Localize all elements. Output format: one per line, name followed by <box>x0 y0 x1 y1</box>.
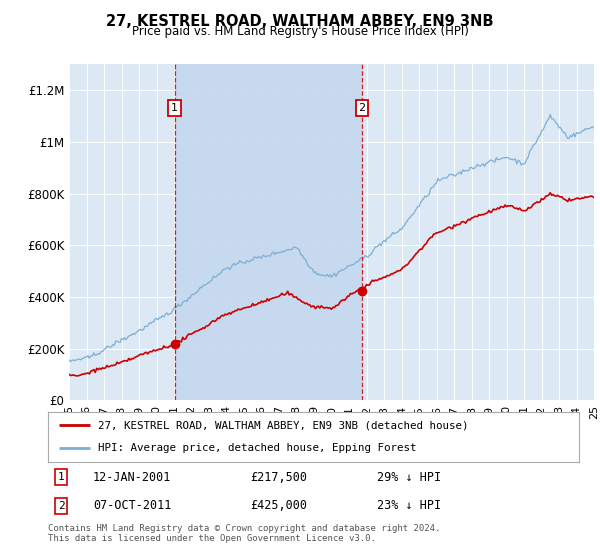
Text: 12-JAN-2001: 12-JAN-2001 <box>93 470 172 483</box>
Text: 29% ↓ HPI: 29% ↓ HPI <box>377 470 442 483</box>
Text: 1: 1 <box>58 472 65 482</box>
Text: 27, KESTREL ROAD, WALTHAM ABBEY, EN9 3NB: 27, KESTREL ROAD, WALTHAM ABBEY, EN9 3NB <box>106 14 494 29</box>
Text: 1: 1 <box>171 103 178 113</box>
Text: 07-OCT-2011: 07-OCT-2011 <box>93 500 172 512</box>
Text: £425,000: £425,000 <box>250 500 307 512</box>
Text: 2: 2 <box>359 103 365 113</box>
Text: 23% ↓ HPI: 23% ↓ HPI <box>377 500 442 512</box>
Bar <box>175 64 362 400</box>
Text: Contains HM Land Registry data © Crown copyright and database right 2024.
This d: Contains HM Land Registry data © Crown c… <box>48 524 440 543</box>
Text: HPI: Average price, detached house, Epping Forest: HPI: Average price, detached house, Eppi… <box>98 444 417 454</box>
Text: 2: 2 <box>58 501 65 511</box>
Text: Price paid vs. HM Land Registry's House Price Index (HPI): Price paid vs. HM Land Registry's House … <box>131 25 469 38</box>
Text: 27, KESTREL ROAD, WALTHAM ABBEY, EN9 3NB (detached house): 27, KESTREL ROAD, WALTHAM ABBEY, EN9 3NB… <box>98 420 469 430</box>
Text: £217,500: £217,500 <box>250 470 307 483</box>
